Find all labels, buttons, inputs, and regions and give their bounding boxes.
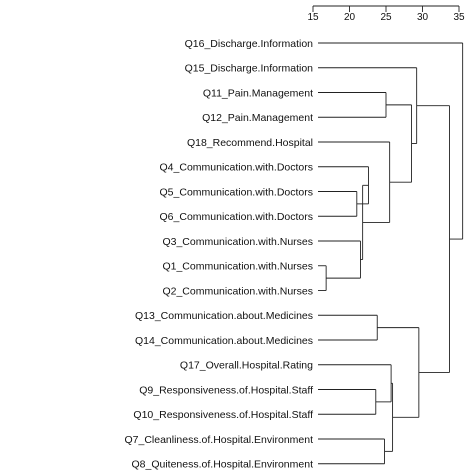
leaf-label: Q14_Communication.about.Medicines <box>135 335 313 347</box>
leaf-label: Q1_Communication.with.Nurses <box>162 261 313 273</box>
leaf-label: Q15_Discharge.Information <box>185 63 314 75</box>
leaf-label: Q9_Responsiveness.of.Hospital.Staff <box>139 384 313 396</box>
leaf-label: Q3_Communication.with.Nurses <box>162 236 313 248</box>
leaf-labels: Q16_Discharge.Information Q15_Discharge.I… <box>124 38 313 471</box>
leaf-label: Q6_Communication.with.Doctors <box>160 211 313 223</box>
tick-label: 30 <box>417 12 429 23</box>
leaf-label: Q18_Recommend.Hospital <box>187 137 313 149</box>
top-axis: 15 20 25 30 35 <box>307 5 465 23</box>
tick-label: 25 <box>380 12 392 23</box>
leaf-label: Q7_Cleanliness.of.Hospital.Environment <box>124 434 313 446</box>
leaf-label: Q13_Communication.about.Medicines <box>135 310 313 322</box>
leaf-label: Q5_Communication.with.Doctors <box>160 186 313 198</box>
leaf-label: Q10_Responsiveness.of.Hospital.Staff <box>133 409 313 421</box>
dendrogram-links <box>318 42 464 465</box>
tick-label: 35 <box>453 12 465 23</box>
tick-label: 15 <box>307 12 319 23</box>
leaf-label: Q16_Discharge.Information <box>185 38 314 50</box>
leaf-label: Q2_Communication.with.Nurses <box>162 285 313 297</box>
leaf-label: Q17_Overall.Hospital.Rating <box>180 360 313 372</box>
leaf-label: Q8_Quiteness.of.Hospital.Environment <box>131 459 313 471</box>
tick-label: 20 <box>344 12 356 23</box>
leaf-label: Q4_Communication.with.Doctors <box>160 162 313 174</box>
leaf-label: Q12_Pain.Management <box>202 112 313 124</box>
leaf-label: Q11_Pain.Management <box>203 87 313 99</box>
